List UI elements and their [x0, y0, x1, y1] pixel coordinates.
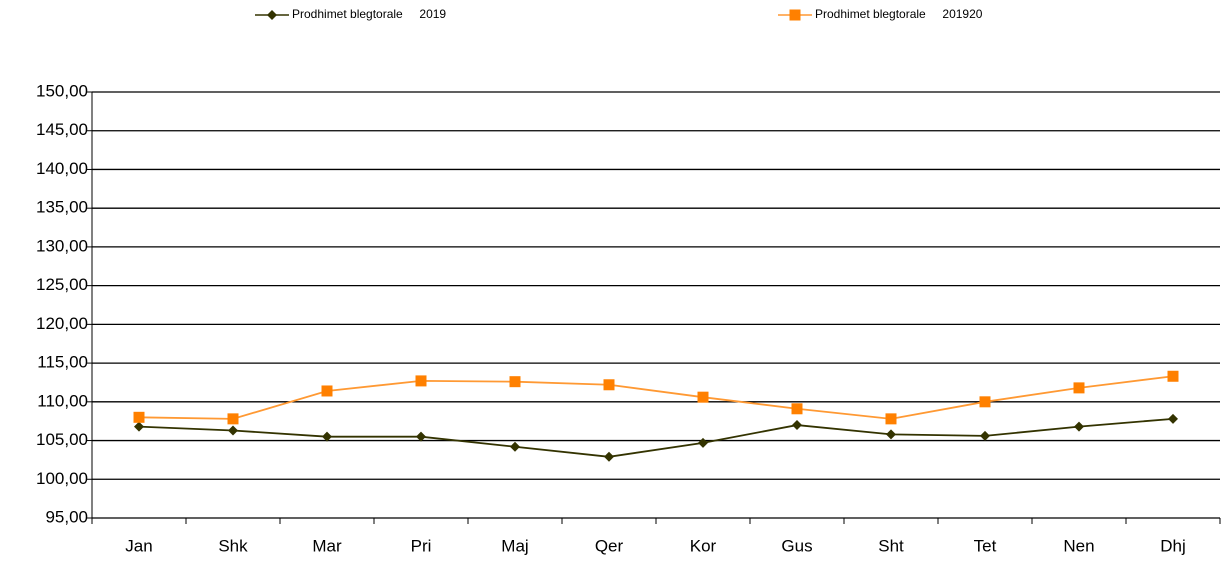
x-tick-label: Kor: [690, 536, 717, 555]
marker: [791, 403, 803, 415]
y-tick-label: 125,00: [36, 275, 88, 294]
legend-label: Prodhimet blegtorale 201920: [815, 7, 983, 21]
x-tick-label: Tet: [974, 536, 997, 555]
marker: [980, 430, 990, 441]
x-tick-label: Qer: [595, 536, 624, 555]
x-tick-label: Mar: [312, 536, 342, 555]
y-tick-label: 120,00: [36, 314, 88, 333]
series-line: [138, 417, 1174, 458]
marker: [979, 396, 991, 408]
marker: [322, 431, 332, 442]
marker: [698, 437, 708, 448]
y-tick-label: 140,00: [36, 159, 88, 178]
y-tick-label: 115,00: [37, 353, 88, 372]
marker: [603, 379, 615, 391]
marker: [133, 411, 145, 423]
marker: [1073, 382, 1085, 394]
y-tick-label: 100,00: [36, 469, 88, 488]
marker: [321, 385, 333, 397]
marker: [134, 421, 144, 432]
y-tick-label: 95,00: [45, 507, 88, 526]
x-tick-label: Jan: [125, 536, 152, 555]
y-tick-label: 135,00: [36, 198, 88, 217]
y-tick-label: 130,00: [36, 236, 88, 255]
marker: [885, 413, 897, 425]
marker: [228, 425, 238, 436]
y-tick-label: 105,00: [36, 430, 88, 449]
legend-label: Prodhimet blegtorale 2019: [292, 7, 446, 21]
y-tick-label: 145,00: [36, 120, 88, 139]
marker: [604, 451, 614, 462]
x-tick-label: Maj: [501, 536, 528, 555]
x-tick-label: Shk: [218, 536, 248, 555]
y-tick-label: 110,00: [37, 391, 88, 410]
x-tick-label: Nen: [1063, 536, 1094, 555]
marker: [415, 375, 427, 387]
x-tick-label: Sht: [878, 536, 904, 555]
legend-marker: [267, 10, 277, 20]
marker: [697, 391, 709, 403]
y-tick-label: 150,00: [36, 81, 88, 100]
x-tick-label: Dhj: [1160, 536, 1186, 555]
marker: [1168, 413, 1178, 424]
marker: [416, 431, 426, 442]
marker: [792, 420, 802, 431]
x-tick-label: Gus: [781, 536, 812, 555]
series-line: [138, 375, 1174, 420]
marker: [1074, 421, 1084, 432]
x-tick-label: Pri: [411, 536, 432, 555]
marker: [227, 413, 239, 425]
marker: [1167, 370, 1179, 382]
marker: [886, 429, 896, 440]
legend-marker: [789, 9, 801, 21]
marker: [510, 441, 520, 452]
marker: [509, 376, 521, 388]
